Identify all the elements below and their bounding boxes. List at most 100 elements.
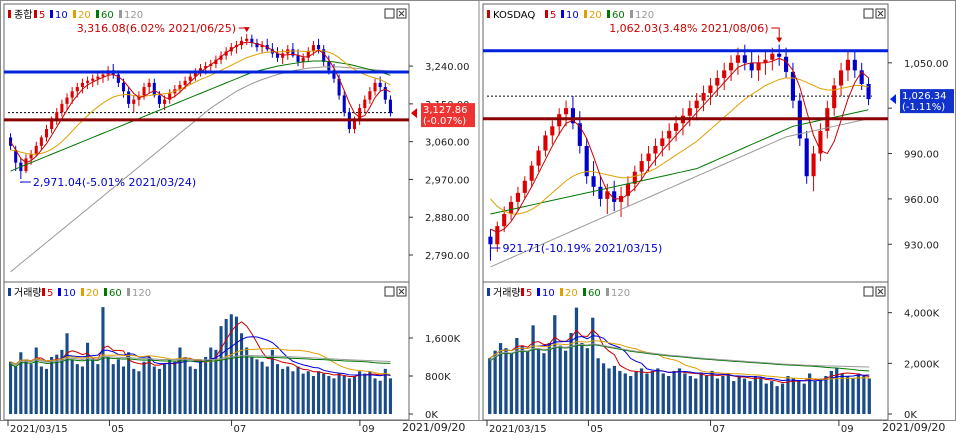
legend-series-name: 거래량 xyxy=(14,287,42,299)
candle-body xyxy=(116,74,120,83)
high-arrow-icon xyxy=(776,37,783,43)
panel-left-volume: 거래량 5 10 20 60 120 1,600K 800K 0K 2021/03/15 05 07 0… xyxy=(3,281,461,435)
y-tick-label: 4,000K xyxy=(904,309,940,320)
volume-bar xyxy=(317,371,321,414)
candle-body xyxy=(722,70,727,78)
candle-body xyxy=(250,38,254,43)
volume-bar xyxy=(306,371,310,414)
volume-bar xyxy=(183,357,187,414)
volume-bar xyxy=(580,343,584,414)
candle-body xyxy=(570,108,575,124)
candle-body xyxy=(715,77,720,86)
volume-bar xyxy=(127,352,131,414)
volume-bar xyxy=(835,368,839,414)
x-tick-label: 2021/03/15 xyxy=(489,424,547,435)
volume-bar xyxy=(188,366,192,414)
volume-bar xyxy=(388,378,392,414)
volume-bar xyxy=(694,378,698,414)
candle-body xyxy=(632,171,637,184)
legend-ma-label-120: 120 xyxy=(132,288,151,299)
volume-bar xyxy=(607,368,611,414)
volume-bar xyxy=(19,352,23,414)
legend-ma-swatch-60 xyxy=(607,10,610,18)
candle-body xyxy=(639,161,644,172)
candle-body xyxy=(178,84,182,90)
legend-ma-label-20: 20 xyxy=(78,10,91,21)
candle-body xyxy=(183,80,187,85)
candle-body xyxy=(378,82,382,88)
footer-date-left: 2021/09/20 xyxy=(402,421,465,434)
volume-bar xyxy=(856,373,861,414)
y-tick-label: 3,060.00 xyxy=(425,138,470,149)
x-tick-label: 07 xyxy=(234,424,247,435)
candle-body xyxy=(44,129,49,138)
y-tick-label: 3,240.00 xyxy=(425,62,470,73)
volume-bar xyxy=(520,345,524,414)
low-annotation: 921.71(-10.19% 2021/03/15) xyxy=(502,242,662,255)
candle-body xyxy=(612,191,617,202)
volume-bar xyxy=(275,364,280,414)
volume-bar xyxy=(101,307,105,414)
volume-bar xyxy=(786,376,790,414)
legend-ma-swatch-10 xyxy=(537,288,540,296)
volume-bar xyxy=(797,381,801,414)
volume-bar xyxy=(240,333,244,414)
volume-bar xyxy=(327,376,331,414)
close-icon-x2 xyxy=(877,288,884,295)
candle-body xyxy=(34,145,38,155)
volume-bar xyxy=(106,357,110,414)
legend-ma-label-120: 120 xyxy=(635,10,654,21)
candle-body xyxy=(168,93,172,100)
volume-bar xyxy=(770,381,774,414)
volume-bar xyxy=(526,350,530,414)
candle-body xyxy=(784,56,789,72)
candle-body xyxy=(701,93,706,101)
maximize-icon[interactable] xyxy=(384,8,395,19)
legend-ma-label-10: 10 xyxy=(55,10,68,21)
legend-ma-swatch-120 xyxy=(630,10,633,18)
legend-series-name: KOSDAQ xyxy=(493,10,535,21)
volume-bar xyxy=(818,378,823,414)
y-tick-label: 1,600K xyxy=(425,334,461,345)
volume-bar xyxy=(219,326,223,414)
candle-body xyxy=(811,153,816,177)
candle-body xyxy=(260,45,264,48)
volume-bar xyxy=(591,317,595,414)
candle-body xyxy=(543,135,548,151)
volume-bar xyxy=(291,371,295,414)
ma-line-120 xyxy=(10,66,391,273)
candle-body xyxy=(605,191,610,199)
volume-bar xyxy=(332,378,336,414)
volume-bar xyxy=(132,368,136,414)
volume-bar xyxy=(683,373,687,414)
volume-bar xyxy=(260,361,264,414)
legend-series-swatch xyxy=(487,288,490,296)
volume-bar xyxy=(726,373,730,414)
maximize-icon[interactable] xyxy=(863,286,874,297)
candle-body xyxy=(142,87,146,96)
maximize-icon[interactable] xyxy=(863,8,874,19)
volume-bar xyxy=(250,357,254,414)
volume-bar xyxy=(363,373,367,414)
volume-bar xyxy=(91,359,95,414)
volume-bar xyxy=(60,349,64,414)
volume-bar xyxy=(829,370,833,414)
ma-line-20 xyxy=(10,50,391,155)
ma-line-120 xyxy=(490,118,869,268)
legend-ma-label-60: 60 xyxy=(109,288,122,299)
volume-bar xyxy=(352,376,357,414)
candle-body xyxy=(742,55,747,63)
legend-ma-swatch-5 xyxy=(42,288,45,296)
volume-bar xyxy=(9,361,13,414)
candle-body xyxy=(536,150,541,166)
maximize-icon[interactable] xyxy=(384,286,395,297)
candle-body xyxy=(50,120,54,130)
current-marker-icon xyxy=(411,108,417,119)
plot-frame xyxy=(3,3,410,283)
volume-bar xyxy=(574,307,579,414)
volume-bar xyxy=(688,376,692,414)
candle-body xyxy=(301,57,305,62)
candle-body xyxy=(157,95,161,104)
y-tick-label: 1,050.00 xyxy=(904,59,949,70)
